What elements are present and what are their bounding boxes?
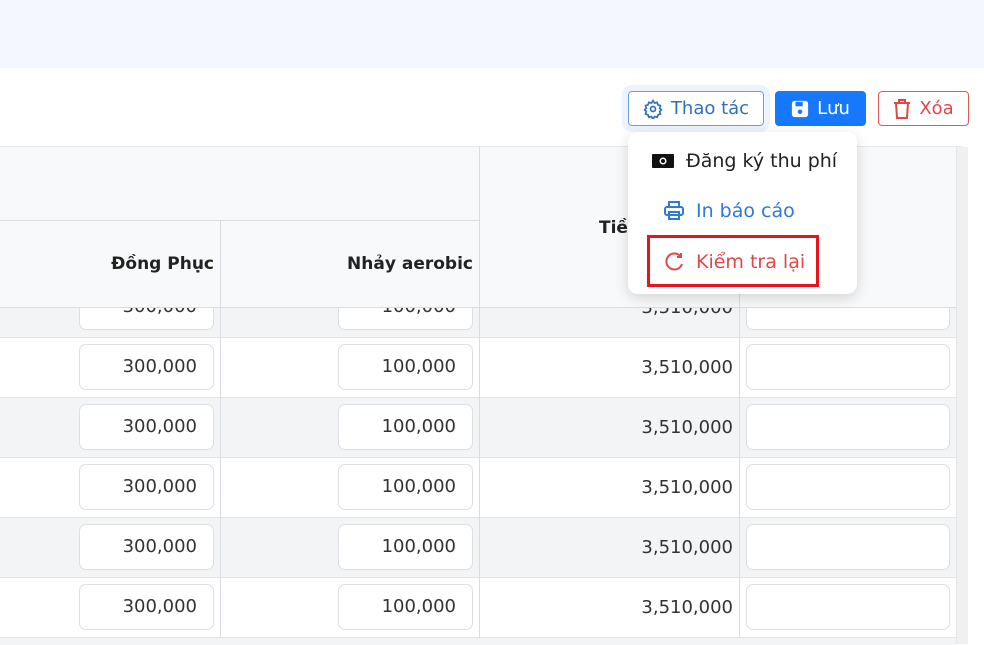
menu-item-print-report[interactable]: In báo cáo <box>664 200 795 222</box>
dong-phuc-input[interactable]: 300,000 <box>79 344 214 390</box>
note-input[interactable] <box>746 464 950 510</box>
nhay-aerobic-input[interactable]: 100,000 <box>338 464 473 510</box>
note-input[interactable] <box>746 344 950 390</box>
table-row: 300,000 100,000 3,510,000 <box>0 518 956 578</box>
table-row <box>0 638 956 645</box>
refresh-icon <box>665 252 683 271</box>
dong-phuc-input[interactable]: 300,000 <box>79 524 214 570</box>
table-row: 300,000 100,000 3,510,000 <box>0 398 956 458</box>
delete-button[interactable]: Xóa <box>878 91 969 126</box>
header-tien: Tiề <box>599 217 628 238</box>
highlight-box <box>647 235 819 287</box>
nhay-aerobic-input[interactable]: 100,000 <box>338 584 473 630</box>
tien-cell: 3,510,000 <box>641 537 733 558</box>
delete-label: Xóa <box>919 98 954 119</box>
menu-item-label: Đăng ký thu phí <box>686 150 838 172</box>
menu-item-recheck[interactable]: Kiểm tra lại <box>664 251 805 273</box>
note-input[interactable] <box>746 584 950 630</box>
table-row: 300,000 100,000 3,510,000 <box>0 578 956 638</box>
vertical-scrollbar[interactable] <box>956 147 968 644</box>
table-row: 300,000 100,000 3,510,000 <box>0 458 956 518</box>
tien-cell: 3,510,000 <box>641 357 733 378</box>
header-dong-phuc: Đồng Phục <box>111 254 214 274</box>
top-band <box>0 0 984 68</box>
header-nhay-aerobic: Nhảy aerobic <box>347 254 473 274</box>
menu-item-label: Kiểm tra lại <box>696 251 806 273</box>
printer-icon <box>664 201 684 220</box>
nhay-aerobic-input[interactable]: 100,000 <box>338 524 473 570</box>
menu-item-label: In báo cáo <box>696 200 795 222</box>
table-row: 300,000 100,000 3,510,000 <box>0 338 956 398</box>
actions-button[interactable]: Thao tác <box>628 91 764 126</box>
menu-item-register-fee[interactable]: Đăng ký thu phí <box>652 150 837 172</box>
save-button[interactable]: Lưu <box>775 91 866 126</box>
dong-phuc-input[interactable]: 300,000 <box>79 404 214 450</box>
nhay-aerobic-input[interactable]: 100,000 <box>338 344 473 390</box>
note-input[interactable] <box>746 524 950 570</box>
tien-cell: 3,510,000 <box>641 477 733 498</box>
actions-label: Thao tác <box>670 98 750 119</box>
tien-cell: 3,510,000 <box>641 417 733 438</box>
gear-icon <box>643 98 663 119</box>
dong-phuc-input[interactable]: 300,000 <box>79 584 214 630</box>
money-icon <box>652 154 674 168</box>
note-input[interactable] <box>746 404 950 450</box>
save-icon <box>791 100 809 117</box>
tien-cell: 3,510,000 <box>641 597 733 618</box>
save-label: Lưu <box>817 98 850 119</box>
dong-phuc-input[interactable]: 300,000 <box>79 464 214 510</box>
fee-table: 300,000 100,000 3,510,000 300,000 100,00… <box>0 146 968 645</box>
nhay-aerobic-input[interactable]: 100,000 <box>338 404 473 450</box>
trash-icon <box>894 98 911 119</box>
